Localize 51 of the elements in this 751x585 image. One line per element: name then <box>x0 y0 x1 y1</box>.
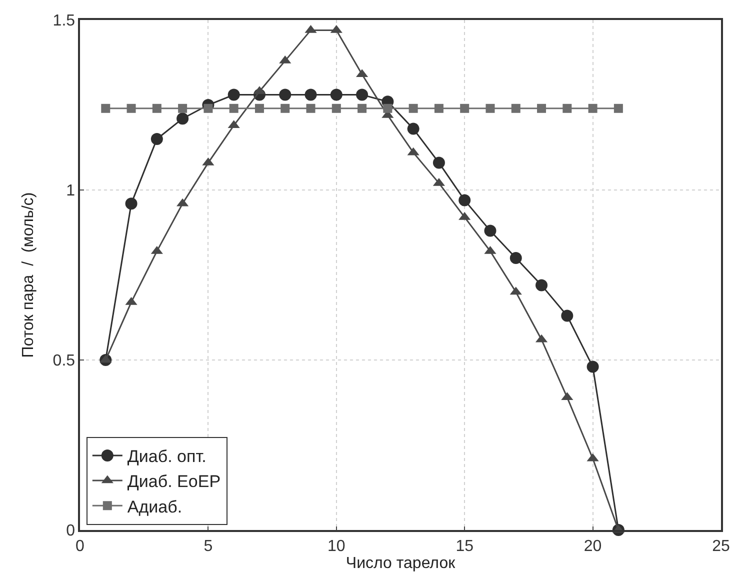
y-tick-label: 1.5 <box>52 12 76 30</box>
point <box>586 360 599 373</box>
point <box>279 88 292 101</box>
point <box>204 104 213 113</box>
point <box>510 252 522 264</box>
point <box>408 104 418 113</box>
point <box>358 104 367 113</box>
legend-label: Диаб. опт. <box>127 447 206 466</box>
point <box>588 104 598 113</box>
point <box>383 104 392 113</box>
point <box>511 104 520 113</box>
point <box>537 104 546 113</box>
legend-label: Диаб. EoEP <box>127 472 221 492</box>
point <box>229 104 238 113</box>
y-tick-label: 0.5 <box>52 352 76 370</box>
y-tick-label: 1 <box>66 182 76 200</box>
point <box>101 104 110 113</box>
point <box>407 122 420 135</box>
point <box>486 104 495 113</box>
x-tick-label: 25 <box>712 538 730 555</box>
point <box>178 104 188 113</box>
point <box>432 156 445 169</box>
point <box>458 194 471 206</box>
point <box>536 279 548 292</box>
y-axis-title: Поток пара / (моль/с) <box>20 192 38 358</box>
point <box>460 104 470 113</box>
point <box>176 112 189 125</box>
point <box>280 104 290 113</box>
point <box>126 104 136 113</box>
point <box>434 104 444 113</box>
point <box>306 104 316 113</box>
x-tick-label: 10 <box>328 538 346 555</box>
point <box>332 104 341 113</box>
legend-label: Адиаб. <box>127 497 182 516</box>
x-axis-title: Число тарелок <box>346 554 456 572</box>
point <box>254 104 264 113</box>
point <box>125 198 138 210</box>
point <box>562 104 572 113</box>
point <box>356 88 368 101</box>
point <box>330 88 342 101</box>
point <box>484 224 496 237</box>
point <box>152 104 162 113</box>
x-tick-label: 5 <box>204 538 213 555</box>
point <box>614 104 623 113</box>
y-tick-label: 0 <box>66 522 76 540</box>
point <box>304 88 317 101</box>
x-tick-label: 15 <box>456 538 474 555</box>
point <box>561 310 574 322</box>
point <box>228 88 240 101</box>
point <box>150 133 163 145</box>
x-tick-label: 20 <box>584 538 602 555</box>
